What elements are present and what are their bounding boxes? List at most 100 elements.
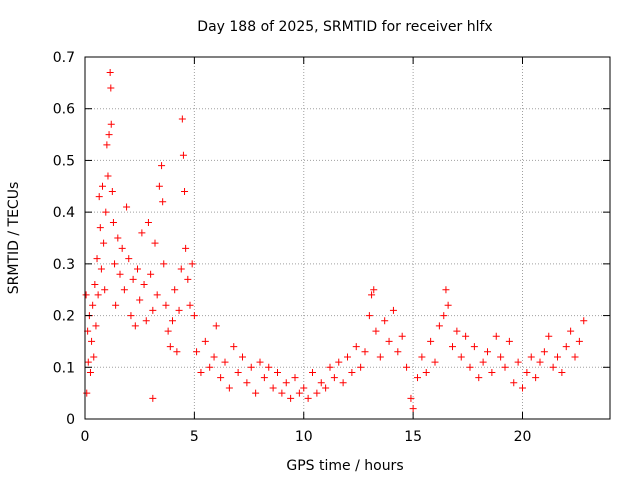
x-tick-label: 10 bbox=[295, 429, 313, 445]
data-point-marker bbox=[206, 363, 214, 371]
data-point-marker bbox=[153, 291, 161, 299]
data-point-marker bbox=[239, 353, 246, 361]
data-point-marker bbox=[89, 301, 97, 309]
data-point-marker bbox=[201, 337, 209, 345]
data-point-marker bbox=[435, 322, 443, 330]
data-points bbox=[82, 69, 588, 413]
data-point-marker bbox=[444, 301, 452, 309]
data-point-marker bbox=[140, 281, 148, 289]
data-point-marker bbox=[90, 353, 98, 361]
data-point-marker bbox=[274, 368, 281, 376]
data-point-marker bbox=[449, 343, 456, 351]
data-point-marker bbox=[136, 296, 144, 304]
data-point-marker bbox=[108, 187, 116, 195]
data-point-marker bbox=[295, 389, 303, 397]
data-point-marker bbox=[84, 358, 92, 366]
data-point-marker bbox=[309, 368, 316, 376]
data-point-marker bbox=[158, 162, 166, 170]
data-point-marker bbox=[558, 368, 566, 376]
data-point-marker bbox=[335, 358, 343, 366]
data-point-marker bbox=[116, 270, 124, 278]
data-point-marker bbox=[409, 405, 417, 413]
data-point-marker bbox=[457, 353, 465, 361]
data-point-marker bbox=[178, 115, 186, 123]
data-point-marker bbox=[131, 322, 139, 330]
data-point-marker bbox=[105, 131, 113, 139]
data-point-marker bbox=[527, 353, 535, 361]
data-point-marker bbox=[317, 379, 325, 387]
data-point-marker bbox=[348, 368, 356, 376]
data-point-marker bbox=[127, 312, 135, 320]
data-point-marker bbox=[252, 389, 260, 397]
y-tick-label: 0.1 bbox=[53, 360, 75, 376]
data-point-marker bbox=[101, 286, 109, 294]
data-point-marker bbox=[125, 255, 133, 263]
data-point-marker bbox=[151, 239, 159, 247]
data-point-marker bbox=[134, 265, 141, 273]
data-point-marker bbox=[549, 363, 557, 371]
data-point-marker bbox=[372, 327, 380, 335]
data-point-marker bbox=[466, 363, 474, 371]
data-point-marker bbox=[554, 353, 561, 361]
data-point-marker bbox=[88, 337, 96, 345]
data-point-marker bbox=[120, 286, 128, 294]
data-point-marker bbox=[330, 374, 338, 382]
data-point-marker bbox=[155, 182, 163, 190]
data-point-marker bbox=[111, 260, 119, 268]
data-point-marker bbox=[129, 275, 137, 283]
data-point-marker bbox=[100, 239, 108, 247]
data-point-marker bbox=[488, 368, 496, 376]
data-point-marker bbox=[149, 306, 157, 314]
data-point-marker bbox=[427, 337, 435, 345]
data-point-marker bbox=[431, 358, 439, 366]
data-point-marker bbox=[326, 363, 334, 371]
data-point-marker bbox=[389, 306, 397, 314]
data-point-marker bbox=[175, 306, 183, 314]
data-point-marker bbox=[159, 198, 167, 206]
data-point-marker bbox=[109, 218, 117, 226]
data-point-marker bbox=[278, 389, 286, 397]
data-point-marker bbox=[510, 379, 518, 387]
data-point-marker bbox=[532, 374, 540, 382]
x-tick-label: 5 bbox=[190, 429, 199, 445]
y-tick-label: 0.7 bbox=[53, 50, 75, 66]
data-point-marker bbox=[300, 384, 308, 392]
data-point-marker bbox=[407, 394, 415, 402]
chart-title: Day 188 of 2025, SRMTID for receiver hlf… bbox=[197, 19, 492, 35]
data-point-marker bbox=[361, 348, 369, 356]
data-point-marker bbox=[418, 353, 426, 361]
data-point-marker bbox=[190, 312, 198, 320]
data-point-marker bbox=[370, 286, 378, 294]
data-point-marker bbox=[123, 203, 131, 211]
data-point-marker bbox=[182, 244, 190, 252]
data-point-marker bbox=[492, 332, 500, 340]
data-point-marker bbox=[95, 193, 103, 201]
data-point-marker bbox=[173, 348, 181, 356]
data-point-marker bbox=[193, 348, 201, 356]
data-point-marker bbox=[287, 394, 295, 402]
data-point-marker bbox=[83, 389, 91, 397]
data-point-marker bbox=[339, 379, 347, 387]
data-point-marker bbox=[149, 394, 157, 402]
axis-ticks: 0 0.1 0.2 0.3 0.4 0.5 0.6 0.7 0 5 10 15 20 bbox=[53, 50, 610, 445]
data-point-marker bbox=[118, 244, 126, 252]
data-point-marker bbox=[562, 343, 570, 351]
data-point-marker bbox=[462, 332, 470, 340]
data-point-marker bbox=[514, 358, 522, 366]
x-tick-label: 20 bbox=[514, 429, 532, 445]
data-point-marker bbox=[414, 374, 421, 382]
data-point-marker bbox=[188, 260, 196, 268]
y-tick-label: 0.3 bbox=[53, 257, 75, 273]
data-point-marker bbox=[322, 384, 330, 392]
data-point-marker bbox=[107, 120, 115, 128]
y-tick-label: 0 bbox=[66, 412, 75, 428]
data-point-marker bbox=[479, 358, 487, 366]
data-point-marker bbox=[536, 358, 544, 366]
data-point-marker bbox=[368, 291, 376, 299]
data-point-marker bbox=[422, 368, 430, 376]
data-point-marker bbox=[210, 353, 218, 361]
data-point-marker bbox=[186, 301, 194, 309]
data-point-marker bbox=[381, 317, 389, 325]
data-point-marker bbox=[475, 374, 483, 382]
